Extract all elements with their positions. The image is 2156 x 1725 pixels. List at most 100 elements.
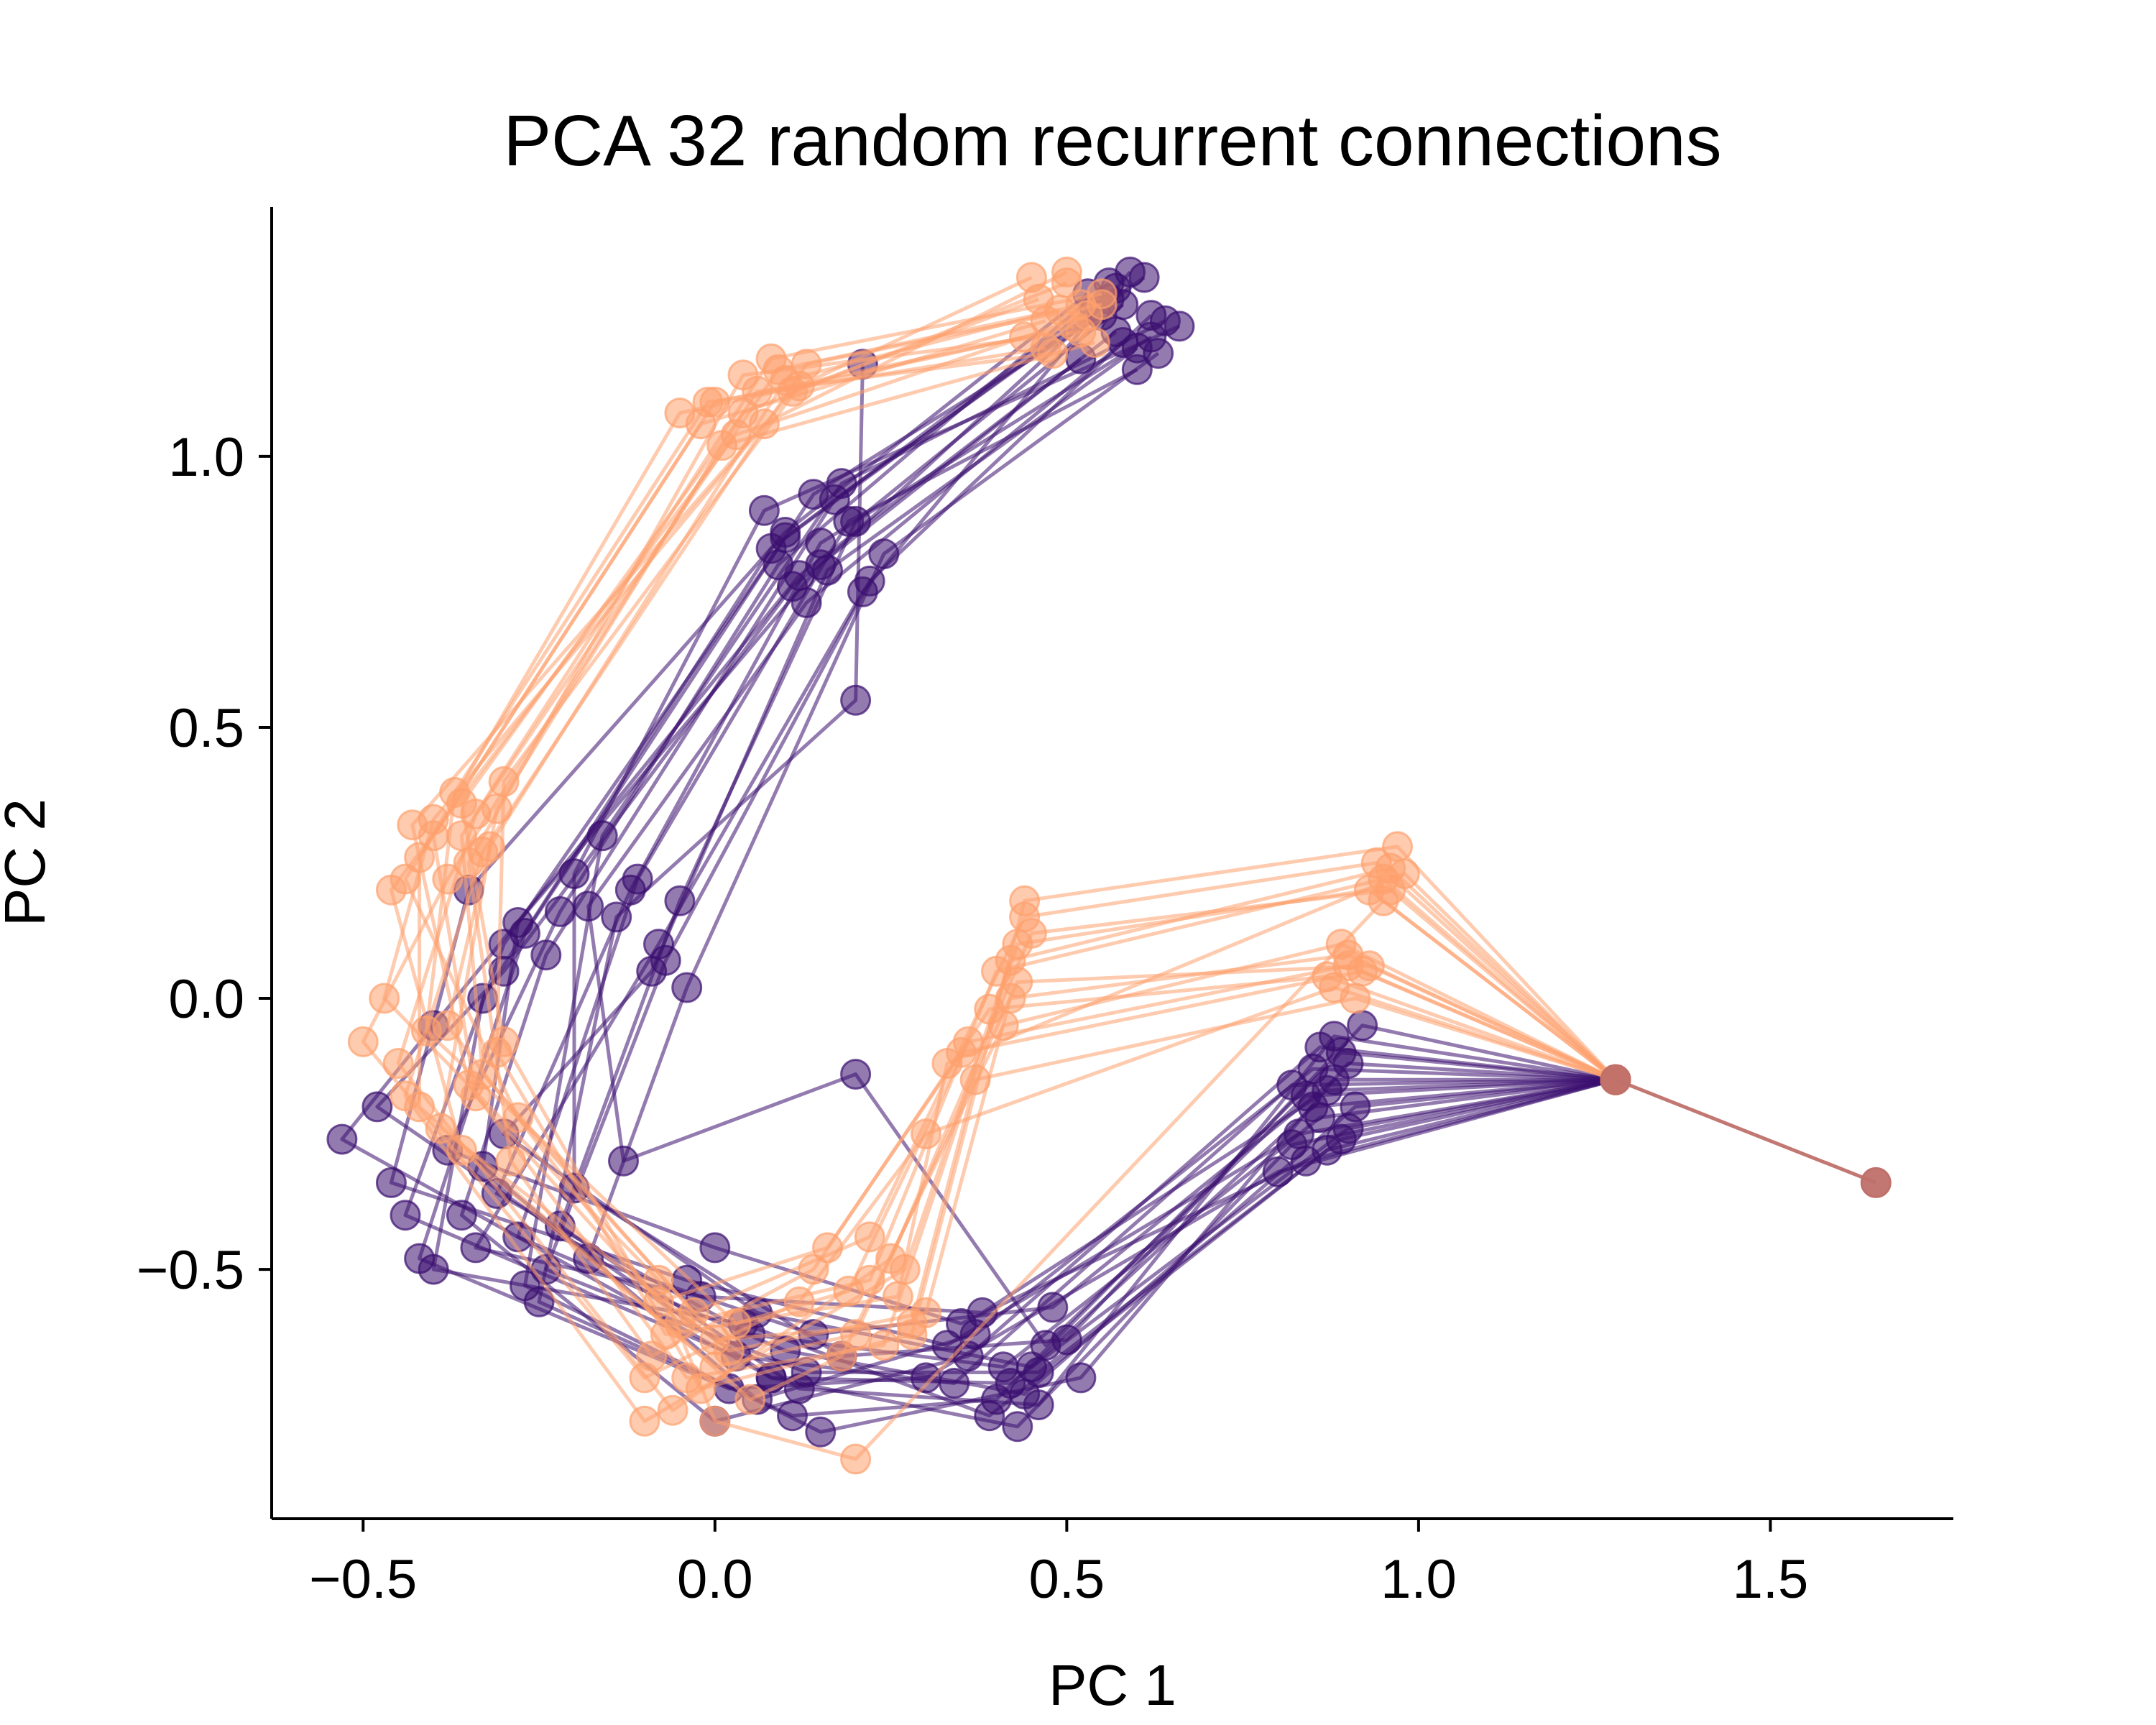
trajectory-point [1128, 262, 1160, 293]
trajectory-point [1143, 338, 1174, 369]
trajectory-point [699, 1324, 731, 1356]
trajectory-point [1121, 354, 1153, 385]
trajectory-point [664, 397, 696, 429]
trajectory-point [868, 538, 900, 570]
trajectory-point [889, 1254, 921, 1285]
trajectory-point [347, 1026, 379, 1057]
trajectory-point [390, 1200, 421, 1231]
y-ticks: −0.5 0.0 0.5 1.0 [137, 427, 272, 1301]
trajectory-point [791, 587, 822, 618]
x-tick-label: 1.0 [1381, 1549, 1457, 1610]
trajectory-point [439, 777, 471, 808]
chart-title: PCA 32 random recurrent connections [503, 101, 1721, 181]
trajectory-point [699, 1232, 731, 1264]
trajectory-point [488, 929, 520, 960]
trajectory-dark [488, 332, 1631, 1383]
trajectory-point [1065, 1362, 1097, 1394]
trajectory-point [1086, 289, 1118, 321]
trajectory-point [446, 1200, 477, 1231]
trajectory-point [995, 944, 1026, 976]
trajectory-light [397, 257, 1631, 1394]
trajectory-point [1284, 1118, 1314, 1150]
trajectory-light [369, 283, 1631, 1475]
plot-area [326, 257, 1892, 1475]
trajectory-point [854, 565, 885, 597]
trajectory-point [826, 1340, 857, 1372]
trajectory-point [727, 359, 759, 391]
trajectory-point [1023, 1356, 1054, 1388]
trajectory-point [1023, 283, 1054, 315]
trajectory-point [805, 549, 837, 581]
trajectory-point [369, 983, 400, 1014]
trajectory-point [770, 522, 801, 553]
trajectory-line [474, 270, 1616, 1315]
trajectory-point [692, 387, 724, 418]
trajectory-point [361, 1091, 393, 1123]
trajectory-point [1276, 1070, 1308, 1101]
trajectory-point [939, 1368, 970, 1399]
trajectory-point [1347, 1010, 1378, 1041]
trajectory-line [459, 275, 1616, 1423]
trajectory-point [1375, 852, 1406, 884]
trajectory-point [397, 809, 428, 841]
y-tick-label: 0.5 [168, 698, 244, 759]
trajectory-dark [573, 327, 1631, 1361]
trajectory-point [1002, 1411, 1033, 1443]
trajectory-point [495, 1145, 527, 1177]
trajectory-point [671, 972, 703, 1003]
trajectory-line [459, 281, 1617, 1391]
y-axis-label: PC 2 [0, 799, 57, 926]
trajectory-point [699, 1405, 731, 1437]
trajectory-point [1135, 300, 1167, 331]
trajectory-point [1325, 1123, 1357, 1155]
trajectory-point [1065, 316, 1097, 347]
trajectory-point [636, 1340, 668, 1372]
trajectory-point [1051, 257, 1082, 288]
trajectory-point [643, 1264, 674, 1296]
axes: −0.5 0.0 0.5 1.0 1.5 −0.5 0.0 0.5 1.0 [137, 207, 1953, 1610]
trajectory-point [629, 1405, 660, 1437]
x-tick-label: 0.0 [677, 1549, 753, 1610]
trajectory-point [840, 1443, 872, 1475]
trajectory-point [1030, 332, 1061, 364]
x-ticks: −0.5 0.0 0.5 1.0 1.5 [309, 1519, 1808, 1610]
trajectory-line [466, 330, 1616, 1358]
trajectory-point [650, 944, 681, 976]
trajectory-line [494, 335, 1616, 1369]
trajectory-point [390, 1080, 421, 1112]
y-tick-label: 1.0 [168, 427, 244, 488]
trajectory-point [608, 1145, 639, 1177]
trajectory-light [453, 316, 1631, 1372]
trajectory-point [622, 863, 653, 895]
trajectory-light [347, 338, 1631, 1394]
trajectory-point [573, 891, 604, 922]
trajectory-line [586, 341, 1616, 1348]
trajectory-point [798, 1254, 829, 1285]
trajectory-light [410, 332, 1631, 1339]
trajectory-line [396, 292, 1617, 1412]
trajectory-point [1009, 1379, 1041, 1409]
y-tick-label: 0.0 [168, 969, 244, 1030]
trajectory-point [868, 1330, 900, 1361]
trajectory-point [805, 1416, 837, 1448]
trajectory-point [734, 1384, 766, 1415]
trajectory-point [657, 1394, 688, 1426]
trajectory-point [1030, 1330, 1061, 1361]
trajectory-point [671, 1362, 703, 1394]
trajectory-point [974, 1400, 1005, 1432]
trajectory-point [840, 684, 872, 716]
trajectory-line [431, 308, 1616, 1418]
trajectory-point [833, 505, 865, 537]
trajectory-line [586, 351, 1616, 1337]
trajectory-point [1164, 310, 1195, 342]
trajectory-line [1615, 1077, 1877, 1184]
trajectory-dark [467, 283, 1631, 1415]
trajectory-point [840, 1059, 872, 1090]
y-tick-label: −0.5 [137, 1240, 244, 1301]
trajectory-point [375, 874, 407, 906]
trajectory-line [403, 287, 1616, 1385]
trajectory-point [418, 1254, 449, 1285]
trajectory-point [1009, 901, 1041, 933]
trajectory-point [1600, 1064, 1631, 1095]
